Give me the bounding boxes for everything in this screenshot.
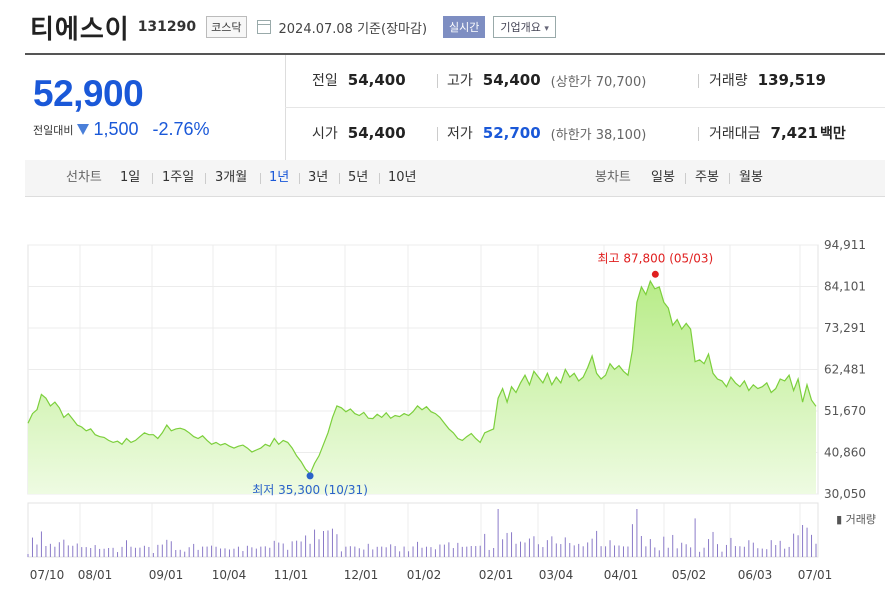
separator bbox=[299, 173, 300, 184]
candle-chart-label: 봉차트 bbox=[595, 170, 631, 185]
change-label: 전일대비 bbox=[33, 123, 74, 137]
base-date: 2024.07.08 기준(장마감) bbox=[278, 21, 428, 37]
y-tick-label: 73,291 bbox=[824, 321, 866, 335]
y-tick-label: 62,481 bbox=[824, 362, 866, 376]
calendar-icon bbox=[256, 20, 271, 34]
change-percent: -2.76% bbox=[152, 119, 210, 139]
price-area bbox=[28, 281, 816, 494]
trade-amount: 거래대금 7,421 백만 bbox=[709, 123, 846, 143]
high-label: 고가 bbox=[447, 73, 473, 89]
prev-close-label: 전일 bbox=[312, 73, 338, 89]
separator bbox=[437, 127, 438, 141]
summary-divider bbox=[285, 107, 885, 108]
low-annotation: 최저 35,300 (10/31) bbox=[252, 483, 368, 497]
separator bbox=[698, 127, 699, 141]
chart-toolbar: 선차트 1일 1주일 3개월 1년 3년 5년 10년 봉차트 일봉 주봉 월봉 bbox=[25, 160, 885, 197]
period-1y[interactable]: 1년 bbox=[269, 170, 290, 185]
current-price: 52,900 bbox=[33, 73, 144, 114]
open-price: 시가 54,400 bbox=[312, 123, 406, 143]
stock-header: 티에스이 131290 코스닥 2024.07.08 기준(장마감) 실시간 기… bbox=[30, 10, 556, 45]
high-price: 고가 54,400 (상한가 70,700) bbox=[447, 70, 646, 90]
period-10y[interactable]: 10년 bbox=[388, 170, 417, 185]
x-tick-label: 07/10 bbox=[30, 568, 65, 582]
price-summary: 52,900 전일대비 1,500 -2.76% 전일 54,400 고가 54… bbox=[25, 53, 885, 162]
x-tick-label: 08/01 bbox=[78, 568, 113, 582]
amount-unit: 백만 bbox=[819, 126, 846, 142]
volume-label: 거래량 bbox=[709, 73, 748, 89]
x-tick-label: 10/04 bbox=[212, 568, 247, 582]
period-5y[interactable]: 5년 bbox=[348, 170, 369, 185]
x-tick-label: 09/01 bbox=[149, 568, 184, 582]
high-value: 54,400 bbox=[482, 71, 541, 89]
price-chart: 94,911 84,101 73,291 62,481 51,670 40,860 30,0… bbox=[0, 200, 885, 590]
stock-name: 티에스이 bbox=[30, 14, 130, 45]
x-tick-label: 03/04 bbox=[539, 568, 574, 582]
x-tick-label: 05/02 bbox=[672, 568, 707, 582]
x-tick-label: 07/01 bbox=[798, 568, 833, 582]
candle-daily[interactable]: 일봉 bbox=[651, 170, 675, 185]
volume: 거래량 139,519 bbox=[709, 70, 826, 90]
volume-frame bbox=[27, 502, 819, 558]
y-tick-label: 84,101 bbox=[824, 279, 866, 293]
market-badge: 코스닥 bbox=[206, 16, 247, 38]
amount-label: 거래대금 bbox=[709, 126, 761, 142]
separator bbox=[437, 74, 438, 88]
period-1d[interactable]: 1일 bbox=[120, 170, 141, 185]
low-price: 저가 52,700 (하한가 38,100) bbox=[447, 123, 646, 143]
x-tick-label: 04/01 bbox=[604, 568, 639, 582]
separator bbox=[260, 173, 261, 184]
y-tick-label: 94,911 bbox=[824, 238, 866, 252]
upper-limit: (상한가 70,700) bbox=[550, 74, 647, 90]
price-line bbox=[27, 279, 817, 475]
current-price-box: 52,900 전일대비 1,500 -2.76% bbox=[25, 55, 286, 161]
prev-close: 전일 54,400 bbox=[312, 70, 406, 90]
open-value: 54,400 bbox=[347, 124, 406, 142]
separator bbox=[205, 173, 206, 184]
x-tick-label: 02/01 bbox=[479, 568, 514, 582]
stock-code: 131290 bbox=[137, 19, 197, 35]
separator bbox=[152, 173, 153, 184]
x-tick-label: 12/01 bbox=[344, 568, 379, 582]
down-triangle-icon bbox=[77, 124, 90, 135]
volume-label: ▮ 거래량 bbox=[836, 513, 876, 526]
low-marker bbox=[306, 472, 314, 480]
x-tick-label: 01/02 bbox=[407, 568, 442, 582]
company-info-label: 기업개요 bbox=[500, 21, 541, 34]
company-info-dropdown[interactable]: 기업개요 ▾ bbox=[493, 16, 556, 38]
candle-monthly[interactable]: 월봉 bbox=[739, 170, 763, 185]
volume-value: 139,519 bbox=[757, 71, 826, 89]
high-annotation: 최고 87,800 (05/03) bbox=[598, 251, 714, 265]
y-tick-label: 51,670 bbox=[824, 404, 866, 418]
candle-weekly[interactable]: 주봉 bbox=[695, 170, 719, 185]
separator bbox=[729, 173, 730, 184]
separator bbox=[379, 173, 380, 184]
y-tick-label: 30,050 bbox=[824, 487, 866, 501]
separator bbox=[698, 74, 699, 88]
change-amount: 1,500 bbox=[93, 119, 139, 139]
chevron-down-icon: ▾ bbox=[544, 24, 549, 34]
line-chart-label: 선차트 bbox=[66, 170, 102, 185]
price-change: 전일대비 1,500 -2.76% bbox=[33, 119, 210, 140]
lower-limit: (하한가 38,100) bbox=[550, 127, 647, 143]
x-tick-label: 11/01 bbox=[274, 568, 309, 582]
prev-close-value: 54,400 bbox=[347, 71, 406, 89]
x-tick-label: 06/03 bbox=[738, 568, 773, 582]
open-label: 시가 bbox=[312, 126, 338, 142]
amount-value: 7,421 bbox=[770, 124, 818, 142]
high-marker bbox=[651, 270, 659, 278]
price-chart-svg: 94,911 84,101 73,291 62,481 51,670 40,860 30,0… bbox=[27, 238, 876, 582]
low-label: 저가 bbox=[447, 126, 473, 142]
y-tick-label: 40,860 bbox=[824, 446, 866, 460]
period-1w[interactable]: 1주일 bbox=[162, 170, 195, 185]
period-3y[interactable]: 3년 bbox=[308, 170, 329, 185]
separator bbox=[685, 173, 686, 184]
realtime-button[interactable]: 실시간 bbox=[443, 16, 486, 38]
period-3m[interactable]: 3개월 bbox=[215, 170, 248, 185]
low-value: 52,700 bbox=[482, 124, 541, 142]
separator bbox=[339, 173, 340, 184]
